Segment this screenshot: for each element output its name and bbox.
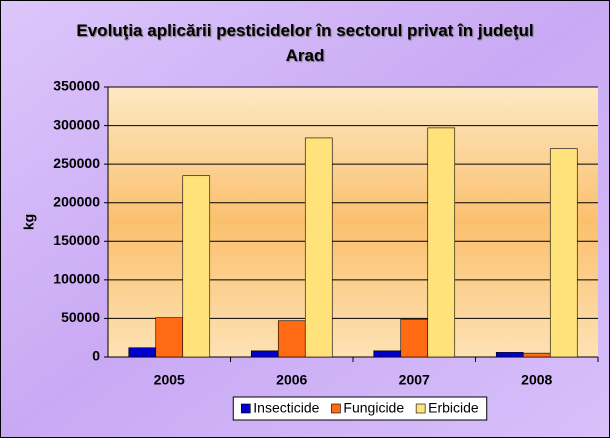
legend-label: Insecticide bbox=[253, 400, 319, 416]
legend-swatch bbox=[331, 403, 341, 414]
bar bbox=[400, 318, 429, 358]
bar bbox=[155, 317, 184, 358]
bar bbox=[549, 148, 578, 358]
bar bbox=[182, 175, 211, 358]
legend-swatch bbox=[240, 403, 251, 414]
y-axis-label: kg bbox=[21, 214, 37, 230]
y-tick-label: 200000 bbox=[53, 193, 100, 209]
x-tick-label: 2008 bbox=[521, 372, 552, 388]
bar bbox=[373, 350, 402, 358]
bar bbox=[250, 350, 279, 358]
y-tick-label: 250000 bbox=[53, 155, 100, 171]
x-tick-label: 2007 bbox=[399, 372, 430, 388]
legend-swatch bbox=[415, 403, 426, 414]
legend bbox=[232, 396, 488, 421]
legend-label: Erbicide bbox=[428, 400, 479, 416]
x-tick-label: 2006 bbox=[276, 372, 307, 388]
plot-area bbox=[108, 87, 598, 357]
bar bbox=[304, 137, 333, 358]
y-tick-label: 350000 bbox=[53, 78, 100, 94]
y-tick-label: 100000 bbox=[53, 271, 100, 287]
chart-title: Evoluţia aplicării pesticidelor în secto… bbox=[76, 21, 534, 65]
bar bbox=[277, 320, 306, 358]
y-tick-label: 0 bbox=[92, 348, 100, 364]
y-tick-label: 300000 bbox=[53, 116, 100, 132]
bar bbox=[128, 347, 157, 358]
y-tick-label: 150000 bbox=[53, 232, 100, 248]
legend-label: Fungicide bbox=[343, 400, 404, 416]
bar bbox=[427, 127, 456, 358]
bar bbox=[495, 352, 524, 358]
bar bbox=[522, 352, 551, 358]
x-tick-label: 2005 bbox=[154, 372, 185, 388]
y-tick-label: 50000 bbox=[61, 309, 100, 325]
